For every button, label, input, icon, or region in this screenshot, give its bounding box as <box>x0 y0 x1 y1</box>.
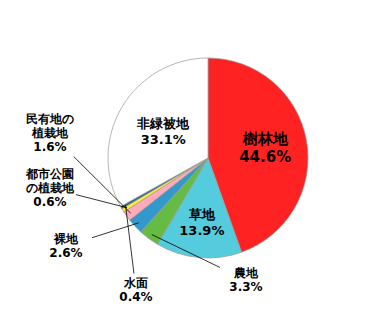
svg-text:農地3.3%: 農地3.3% <box>229 266 262 294</box>
svg-text:樹林地44.6%: 樹林地44.6% <box>239 130 291 166</box>
svg-text:都市公園の植栽地0.6%: 都市公園の植栽地0.6% <box>25 167 75 210</box>
svg-text:民有地の植栽地1.6%: 民有地の植栽地1.6% <box>26 112 74 155</box>
svg-text:草地13.9%: 草地13.9% <box>179 207 224 238</box>
svg-text:裸地2.6%: 裸地2.6% <box>49 232 82 260</box>
svg-text:非緑被地33.1%: 非緑被地33.1% <box>136 116 190 147</box>
svg-text:水面0.4%: 水面0.4% <box>119 276 152 304</box>
